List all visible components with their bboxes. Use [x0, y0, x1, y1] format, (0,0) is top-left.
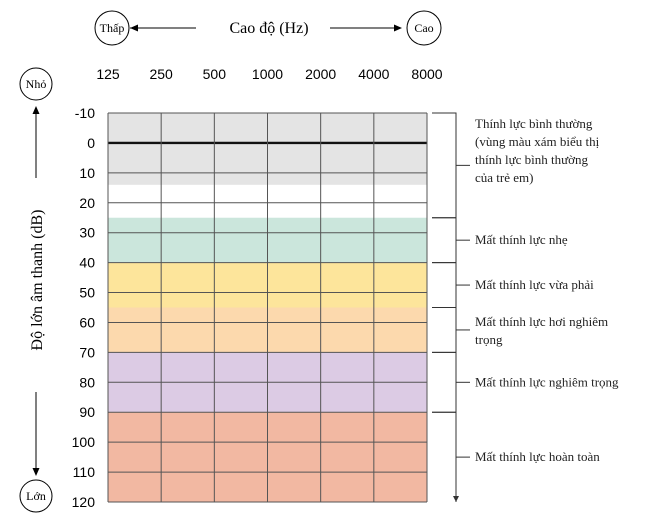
down-arrow-icon [32, 468, 40, 476]
y-tick-label: 30 [79, 225, 95, 241]
low-pitch-label: Thấp [100, 21, 125, 35]
y-tick-label: 100 [72, 434, 96, 450]
band-label: Mất thính lực nghiêm trọng [475, 374, 619, 389]
band-label-line: Mất thính lực nghiêm trọng [475, 374, 619, 389]
loud-badge [19, 479, 53, 513]
band-label-line: của trẻ em) [475, 170, 533, 185]
band-label-line: Mất thính lực hơi nghiêm [475, 314, 608, 329]
y-tick-label: 110 [73, 464, 96, 480]
loud-label: Lớn [26, 489, 46, 503]
y-tick-label: 80 [79, 374, 95, 390]
range-bracket [432, 411, 457, 502]
band-label-line: thính lực bình thường [475, 152, 589, 167]
band-label: Mất thính lực hơi nghiêm trọng [475, 314, 608, 347]
band-label: Thính lực bình thường (vùng màu xám biểu … [475, 116, 600, 185]
y-tick-label: 70 [79, 344, 95, 360]
y-axis-header: Nhỏ Độ lớn âm thanh (dB) Lớn [19, 67, 53, 513]
range-brackets [432, 112, 470, 502]
bracket-arrow-icon [453, 496, 459, 502]
y-tick-label: 40 [79, 255, 95, 271]
y-tick-label: 20 [79, 195, 95, 211]
range-bracket [432, 112, 457, 219]
y-tick-label: 50 [79, 285, 95, 301]
grid [107, 112, 428, 503]
y-tick-label: 60 [79, 314, 95, 330]
y-tick-label: -10 [75, 105, 95, 121]
band-label-line: Mất thính lực nhẹ [475, 232, 568, 247]
x-axis-title: Cao độ (Hz) [229, 20, 308, 37]
x-tick-label: 500 [203, 66, 227, 82]
up-arrow-icon [32, 106, 40, 114]
high-pitch-badge [406, 10, 442, 46]
frequency-tick-labels: 125 250 500 1000 2000 4000 8000 [96, 66, 442, 82]
band-label-line: (vùng màu xám biểu thị [475, 134, 600, 149]
x-tick-label: 8000 [411, 66, 442, 82]
range-bracket [432, 307, 457, 353]
band-label-line: trọng [475, 332, 503, 347]
y-tick-label: 0 [87, 135, 95, 151]
x-tick-label: 2000 [305, 66, 336, 82]
quiet-badge [19, 67, 53, 101]
y-tick-label: 90 [79, 404, 95, 420]
band-label: Mất thính lực vừa phải [475, 277, 594, 292]
band-labels: Thính lực bình thường (vùng màu xám biểu … [475, 116, 619, 464]
x-tick-label: 125 [96, 66, 120, 82]
x-tick-label: 4000 [358, 66, 389, 82]
x-tick-label: 1000 [252, 66, 283, 82]
high-pitch-label: Cao [414, 21, 433, 35]
band-label: Mất thính lực hoàn toàn [475, 449, 600, 464]
decibel-tick-labels: -10 0 10 20 30 40 50 60 70 80 90 100 110 120 [72, 105, 96, 510]
quiet-label: Nhỏ [26, 77, 47, 91]
band-label-line: Mất thính lực hoàn toàn [475, 449, 600, 464]
y-axis-title: Độ lớn âm thanh (dB) [29, 210, 46, 351]
left-arrow-icon [130, 24, 138, 32]
range-bracket [432, 217, 457, 264]
low-pitch-badge [94, 10, 130, 46]
range-bracket [432, 351, 457, 413]
x-tick-label: 250 [149, 66, 173, 82]
range-bracket [432, 262, 457, 308]
y-tick-label: 10 [79, 165, 95, 181]
band-label-line: Thính lực bình thường [475, 116, 593, 131]
y-tick-label: 120 [72, 494, 96, 510]
right-arrow-icon [394, 24, 402, 32]
x-axis-header: Thấp Cao độ (Hz) Cao [94, 10, 442, 46]
band-label: Mất thính lực nhẹ [475, 232, 568, 247]
band-label-line: Mất thính lực vừa phải [475, 277, 594, 292]
